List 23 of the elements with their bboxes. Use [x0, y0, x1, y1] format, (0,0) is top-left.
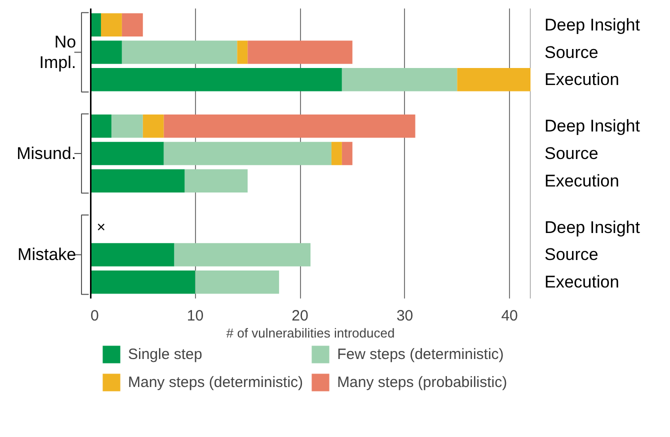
legend-label: Many steps (deterministic): [128, 372, 304, 392]
x-tick-label: 20: [292, 308, 308, 324]
y-tick-label: Deep Insight: [544, 15, 640, 34]
y-tick-label: Source: [544, 144, 598, 163]
x-tick-label: 40: [501, 308, 518, 324]
y-tick-label: Execution: [544, 272, 620, 292]
x-tick-label: 0: [90, 308, 99, 324]
annotation: ×: [96, 218, 106, 236]
legend-label: Single step: [128, 344, 202, 364]
y-tick-label: Source: [544, 245, 598, 264]
x-tick-label: 10: [186, 308, 204, 324]
y-tick-label: Deep Insight: [544, 218, 640, 237]
y-tick-label: Execution: [544, 171, 620, 190]
y-tick-label: Source: [544, 42, 598, 62]
text: Misund.: [16, 144, 76, 163]
x-tick-label: 30: [396, 308, 414, 324]
legend-label: Few steps (deterministic): [337, 344, 504, 364]
x-axis-title: # of vulnerabilities introduced: [226, 326, 395, 340]
legend-label: Many steps (probabilistic): [337, 372, 508, 392]
text: No Impl.: [39, 32, 76, 72]
y-tick-label: Execution: [544, 70, 620, 90]
y-tick-label: Deep Insight: [544, 116, 640, 136]
text: Mistake: [18, 245, 76, 264]
